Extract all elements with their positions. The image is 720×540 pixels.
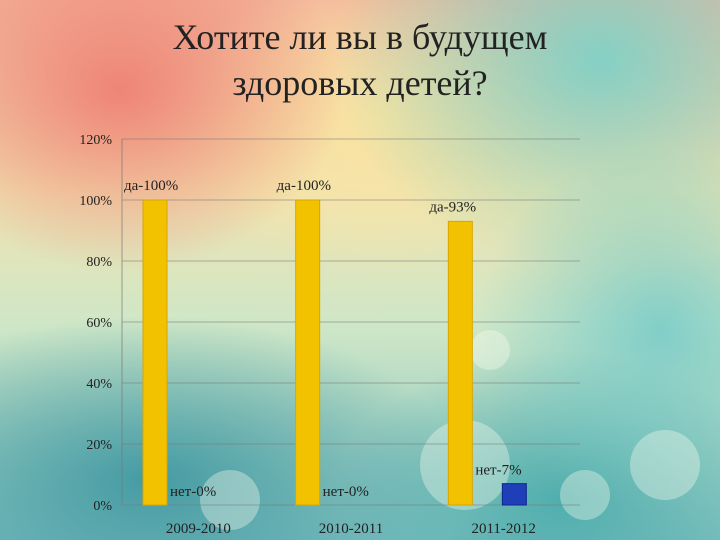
bar-no [501, 483, 527, 506]
bar-label-yes: да-93% [429, 199, 476, 215]
x-tick-label: 2011-2012 [471, 521, 535, 537]
bokeh-decoration [630, 430, 700, 500]
y-tick-label: 100% [79, 194, 112, 209]
title-line-2: здоровых детей? [232, 63, 488, 103]
bar-label-no: нет-0% [170, 484, 216, 500]
y-tick-label: 80% [86, 255, 112, 270]
bar-yes [295, 199, 321, 506]
bokeh-decoration [200, 470, 260, 530]
y-tick-label: 120% [79, 133, 112, 148]
bar-label-yes: да-100% [124, 178, 178, 194]
x-tick-label: 2009-2010 [166, 521, 231, 537]
bar-yes [447, 220, 473, 506]
bar-label-no: нет-0% [323, 484, 369, 500]
bar-label-no: нет-7% [475, 463, 521, 479]
bar-label-yes: да-100% [277, 178, 331, 194]
x-tick-label: 2010-2011 [319, 521, 383, 537]
bokeh-decoration [470, 330, 510, 370]
y-tick-label: 40% [86, 377, 112, 392]
y-tick-label: 0% [93, 499, 112, 514]
bokeh-decoration [560, 470, 610, 520]
bar-yes [142, 199, 168, 506]
y-tick-label: 60% [86, 316, 112, 331]
slide-title: Хотите ли вы в будущем здоровых детей? [0, 14, 720, 106]
y-tick-label: 20% [86, 438, 112, 453]
title-line-1: Хотите ли вы в будущем [172, 17, 548, 57]
